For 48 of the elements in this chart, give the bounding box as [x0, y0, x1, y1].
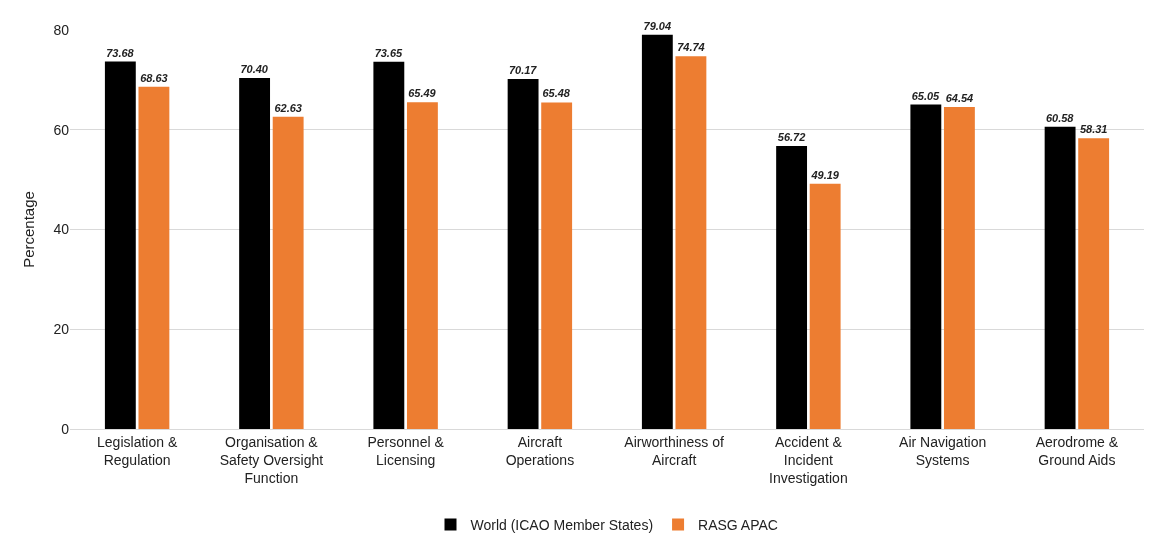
data-label: 56.72 — [777, 131, 806, 144]
legend-label: World (ICAO Member States) — [470, 516, 654, 533]
data-label: 73.68 — [106, 46, 135, 59]
data-label: 65.05 — [911, 89, 941, 102]
data-label: 62.63 — [274, 101, 302, 114]
data-label: 74.74 — [677, 41, 705, 54]
x-tick-label: Aerodrome & Ground Aids — [1035, 433, 1119, 468]
bar — [104, 61, 136, 429]
data-label: 70.17 — [508, 64, 538, 77]
x-tick-label: Organisation & Safety Oversight Function — [219, 433, 324, 487]
bar — [541, 102, 573, 429]
bar — [776, 146, 808, 429]
data-label: 60.58 — [1045, 111, 1075, 124]
data-label: 73.65 — [374, 46, 404, 59]
bar — [406, 102, 438, 429]
x-tick-label: Airworthiness of Aircraft — [624, 433, 725, 468]
bar — [1044, 126, 1076, 429]
bar — [675, 56, 707, 429]
data-label: 65.49 — [408, 87, 437, 100]
bar — [910, 104, 942, 429]
bar — [138, 86, 170, 429]
y-tick-label: 60 — [53, 121, 70, 138]
y-tick-label: 80 — [53, 21, 70, 38]
data-label: 68.63 — [140, 71, 168, 84]
bar — [239, 77, 271, 429]
x-tick-label: Legislation & Regulation — [97, 433, 178, 468]
bar — [1078, 138, 1110, 429]
y-tick-label: 40 — [53, 221, 70, 238]
x-tick-label: Aircraft Operations — [505, 433, 575, 468]
data-label: 64.54 — [945, 92, 974, 105]
data-label: 79.04 — [643, 19, 672, 32]
bar — [809, 183, 841, 429]
bar — [641, 34, 673, 429]
y-axis-title: Percentage — [19, 191, 37, 268]
data-label: 65.48 — [542, 87, 571, 100]
legend-label: RASG APAC — [698, 516, 778, 533]
bar — [507, 79, 539, 429]
x-tick-label: Accident & Incident Investigation — [769, 433, 848, 487]
data-label: 49.19 — [810, 168, 840, 181]
bar — [373, 61, 405, 429]
data-label: 58.31 — [1079, 123, 1108, 136]
data-label: 70.40 — [240, 62, 269, 75]
y-tick-label: 20 — [53, 321, 70, 338]
y-tick-label: 0 — [61, 420, 70, 437]
x-tick-label: Air Navigation Systems — [899, 433, 987, 468]
bar — [943, 107, 975, 429]
x-tick-label: Personnel & Licensing — [367, 433, 445, 468]
bar — [272, 116, 304, 429]
